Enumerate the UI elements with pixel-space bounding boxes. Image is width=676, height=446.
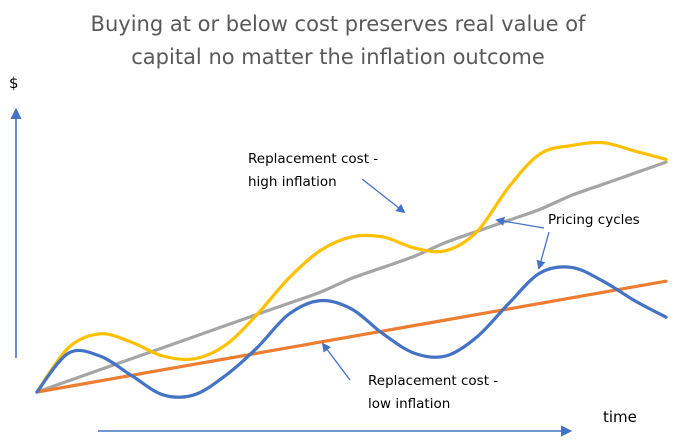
annotation-pricing-cycles-arrow-yellow [495,216,545,229]
series-line-replacement-cost-low-inflation [35,279,668,394]
annotation-low-inflation-line-2: low inflation [368,396,450,412]
annotation-pricing-cycles-arrow-blue [536,231,550,270]
series-line-pricing-cycle-low-inflation [35,265,668,399]
series-group [35,140,668,399]
annotation-pricing-cycles: Pricing cycles [548,212,640,228]
series-line-pricing-cycle-high-inflation [35,140,668,394]
chart-title-line-1: Buying at or below cost preserves real v… [91,12,586,36]
x-axis-label: time [603,408,637,426]
annotation-high-inflation-line-2: high inflation [248,174,337,190]
annotation-high-inflation-line-1: Replacement cost - [248,151,378,167]
chart-title-line-2: capital no matter the inflation outcome [131,45,545,69]
series-line-replacement-cost-high-inflation [35,160,668,394]
annotation-high-inflation-arrow [361,178,406,214]
annotation-low-inflation-arrow [321,342,351,381]
annotation-low-inflation-line-1: Replacement cost - [368,373,498,389]
y-axis-label: $ [9,74,19,92]
